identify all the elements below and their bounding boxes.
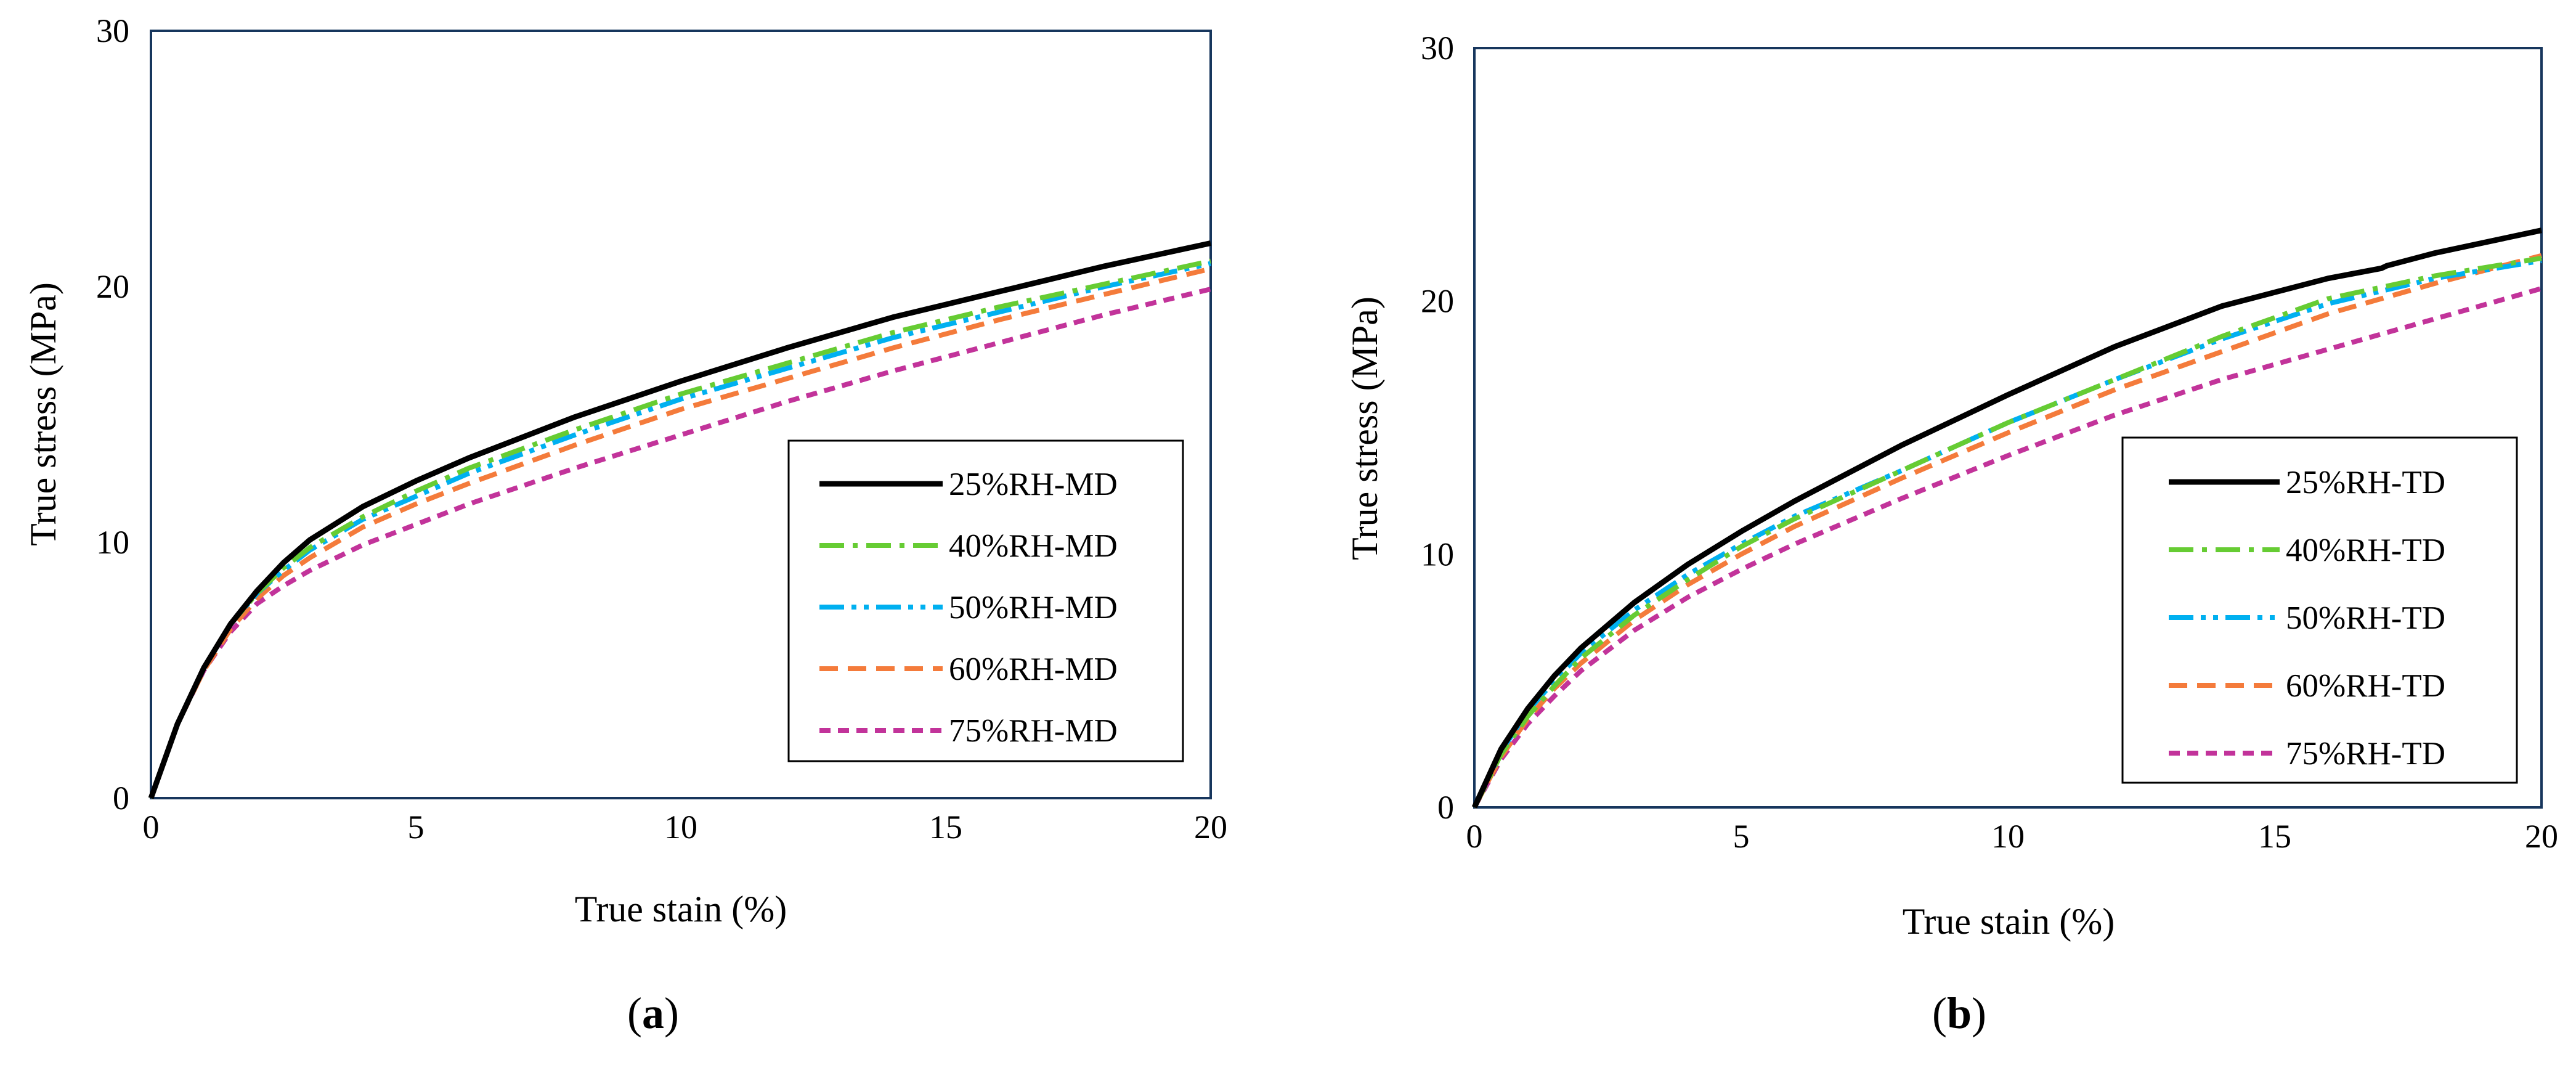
- panel-a: 0 5 10 15 20 0 10 20 30 True stain (%) True stre…: [23, 12, 1227, 1038]
- y-tick-label-a-3: 30: [96, 12, 129, 49]
- series-line-b-60: [1472, 253, 2543, 809]
- legend-label-b-40: 40%RH-TD: [2286, 532, 2445, 568]
- legend-box-b: [2121, 436, 2518, 784]
- x-axis-label-b: True stain (%): [1903, 901, 2115, 942]
- y-tick-label-b-1: 10: [1421, 536, 1454, 573]
- x-tick-label-a-1: 5: [408, 809, 425, 846]
- series-line-b-25: [1471, 227, 2542, 809]
- series-line-b-75: [1472, 286, 2543, 809]
- y-tick-label-b-2: 20: [1421, 283, 1454, 320]
- legend-box-a: [787, 439, 1184, 762]
- x-tick-label-b-3: 15: [2258, 818, 2291, 855]
- y-tick-label-a-2: 20: [96, 268, 129, 305]
- panel-b: 0 5 10 15 20 0 10 20 30 True stain (%) True stre…: [1344, 30, 2558, 1038]
- legend-a: 25%RH-MD 40%RH-MD 50%RH-MD 60%RH-MD 75%RH-MD: [787, 439, 1184, 762]
- legend-label-b-75: 75%RH-TD: [2286, 736, 2445, 772]
- x-tick-label-a-0: 0: [143, 809, 160, 846]
- x-tick-label-a-2: 10: [664, 809, 697, 846]
- y-axis-label-b: True stress (MPa): [1344, 296, 1385, 560]
- caption-letter-b: b: [1947, 989, 1972, 1038]
- legend-label-b-25: 25%RH-TD: [2286, 465, 2445, 500]
- x-tick-label-b-0: 0: [1466, 818, 1483, 855]
- series-line-b-40: [1472, 255, 2542, 809]
- y-tick-label-b-3: 30: [1421, 30, 1454, 67]
- caption-b: (b): [1932, 989, 1986, 1038]
- y-axis-label-a: True stress (MPa): [23, 282, 63, 546]
- caption-a: (a): [627, 989, 679, 1038]
- legend-label-a-75: 75%RH-MD: [949, 713, 1118, 749]
- legend-label-a-60: 60%RH-MD: [949, 651, 1118, 687]
- legend-label-b-60: 60%RH-TD: [2286, 668, 2445, 704]
- x-tick-label-b-4: 20: [2525, 818, 2558, 855]
- x-tick-label-a-3: 15: [929, 809, 962, 846]
- legend-label-b-50: 50%RH-TD: [2286, 600, 2445, 636]
- x-tick-label-b-1: 5: [1733, 818, 1750, 855]
- x-axis-label-a: True stain (%): [575, 889, 787, 929]
- plot-area-b: [1473, 47, 2543, 809]
- legend-b: 25%RH-TD 40%RH-TD 50%RH-TD 60%RH-TD 75%RH-TD: [2121, 436, 2518, 784]
- plot-area-a: [150, 30, 1212, 799]
- legend-label-a-25: 25%RH-MD: [949, 467, 1118, 502]
- y-tick-label-a-0: 0: [113, 780, 129, 817]
- series-line-a-25: [148, 240, 1211, 799]
- x-tick-label-a-4: 20: [1194, 809, 1227, 846]
- legend-label-a-50: 50%RH-MD: [949, 590, 1118, 626]
- caption-letter-a: a: [642, 989, 664, 1038]
- y-tick-label-b-0: 0: [1437, 789, 1454, 826]
- series-line-a-75: [148, 287, 1211, 799]
- y-tick-label-a-1: 10: [96, 524, 129, 561]
- legend-label-a-40: 40%RH-MD: [949, 528, 1118, 564]
- x-tick-label-b-2: 10: [1991, 818, 2025, 855]
